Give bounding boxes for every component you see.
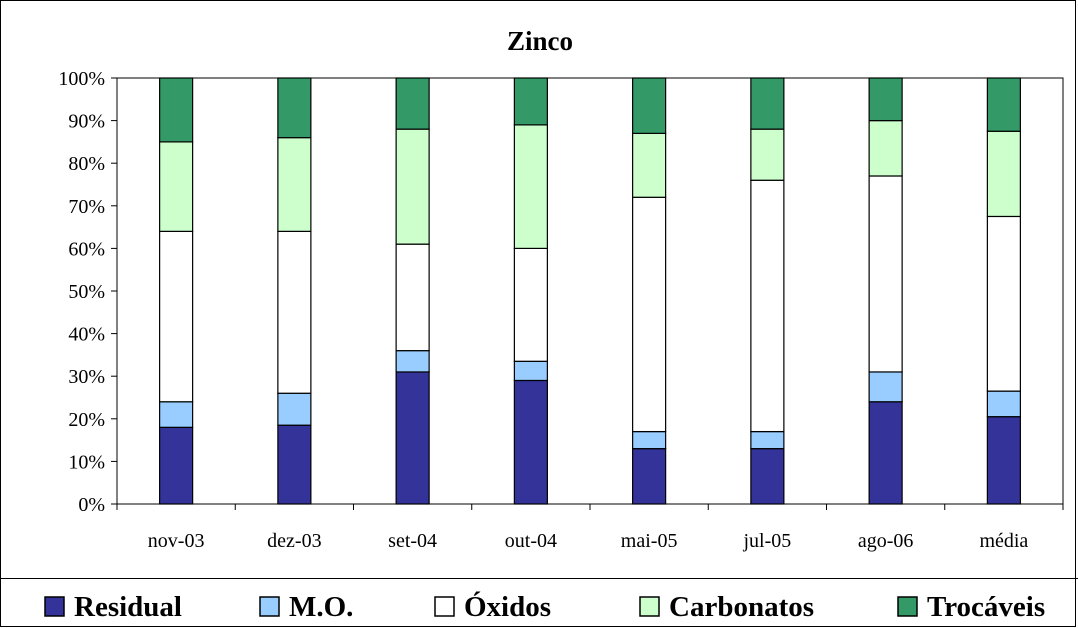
bar-segment-carbonatos bbox=[277, 137, 312, 232]
bar-segment-m-o bbox=[395, 350, 430, 373]
bar-segment--xidos bbox=[868, 175, 903, 373]
y-tick-label: 20% bbox=[68, 409, 105, 431]
bar-segment-carbonatos bbox=[159, 141, 194, 232]
bar-segment-m-o bbox=[868, 371, 903, 403]
x-tick-label: set-04 bbox=[388, 530, 437, 552]
bar-segment-m-o bbox=[513, 360, 548, 382]
bar-segment-troc-veis bbox=[632, 77, 667, 134]
plot-area-border bbox=[116, 77, 1064, 505]
y-tick-label: 0% bbox=[78, 494, 105, 516]
legend-label: M.O. bbox=[289, 591, 353, 623]
legend-label: Trocáveis bbox=[927, 591, 1045, 623]
bar-segment-troc-veis bbox=[395, 77, 430, 130]
bar-segment-residual bbox=[395, 371, 430, 505]
bar-segment-residual bbox=[513, 379, 548, 505]
bar-segment--xidos bbox=[159, 230, 194, 403]
bar-segment-troc-veis bbox=[277, 77, 312, 139]
y-tick-label: 40% bbox=[68, 324, 105, 346]
bar-segment-troc-veis bbox=[750, 77, 785, 130]
bar-segment-carbonatos bbox=[868, 119, 903, 177]
legend-divider bbox=[0, 578, 1078, 579]
bar-segment-carbonatos bbox=[513, 124, 548, 250]
bar-segment-carbonatos bbox=[986, 130, 1021, 218]
x-tick-label: out-04 bbox=[505, 530, 557, 552]
legend-swatch bbox=[434, 596, 455, 617]
x-tick-label: nov-03 bbox=[148, 530, 205, 552]
y-tick-label: 60% bbox=[68, 238, 105, 260]
x-tick-label: mai-05 bbox=[621, 530, 678, 552]
bar-segment--xidos bbox=[395, 243, 430, 352]
bar-segment-m-o bbox=[159, 401, 194, 428]
legend-swatch bbox=[639, 596, 660, 617]
bar-segment-residual bbox=[750, 448, 785, 505]
bar-segment-troc-veis bbox=[868, 77, 903, 122]
y-tick-label: 90% bbox=[68, 111, 105, 133]
bar-segment-carbonatos bbox=[632, 132, 667, 198]
legend-label: Carbonatos bbox=[669, 591, 814, 623]
x-tick-label: jul-05 bbox=[742, 530, 791, 552]
y-tick-label: 10% bbox=[68, 451, 105, 473]
bar-segment-troc-veis bbox=[159, 77, 194, 143]
legend-label: Residual bbox=[74, 591, 182, 623]
y-tick-label: 50% bbox=[68, 281, 105, 303]
chart-title: Zinco bbox=[507, 26, 573, 56]
bar-segment--xidos bbox=[632, 196, 667, 433]
bar-segment-residual bbox=[632, 448, 667, 505]
y-tick-label: 80% bbox=[68, 153, 105, 175]
bar-segment-m-o bbox=[632, 430, 667, 450]
bar-segment-residual bbox=[986, 416, 1021, 505]
bar-segment-residual bbox=[277, 424, 312, 505]
bar-segment-troc-veis bbox=[513, 77, 548, 126]
plot-area: 0% 10% 20% 30% 40% 50% 60% 70% 80% 90% 100% nov-03 d… bbox=[58, 68, 1064, 552]
bar-segment--xidos bbox=[986, 215, 1021, 392]
bar-segment--xidos bbox=[513, 247, 548, 362]
bar-segment-residual bbox=[868, 401, 903, 505]
bar-segment-m-o bbox=[986, 390, 1021, 418]
bar-segment-m-o bbox=[277, 392, 312, 426]
bar-segment--xidos bbox=[277, 230, 312, 394]
bar-segment--xidos bbox=[750, 179, 785, 433]
y-tick-label: 70% bbox=[68, 196, 105, 218]
legend-label: Óxidos bbox=[464, 590, 551, 623]
x-tick-label: média bbox=[979, 530, 1028, 552]
bar-segment-carbonatos bbox=[750, 128, 785, 181]
y-tick-label: 30% bbox=[68, 366, 105, 388]
legend-swatch bbox=[259, 596, 280, 617]
x-tick-label: dez-03 bbox=[267, 530, 321, 552]
y-tick-label: 100% bbox=[58, 68, 105, 90]
bar-segment-m-o bbox=[750, 430, 785, 450]
legend-swatch bbox=[897, 596, 918, 617]
bar-segment-troc-veis bbox=[986, 77, 1021, 132]
bar-segment-carbonatos bbox=[395, 128, 430, 245]
bar-segment-residual bbox=[159, 426, 194, 505]
x-tick-label: ago-06 bbox=[858, 530, 914, 552]
legend: Residual M.O. Óxidos Carbonatos Trocáveis bbox=[44, 590, 1045, 623]
legend-swatch bbox=[44, 596, 65, 617]
